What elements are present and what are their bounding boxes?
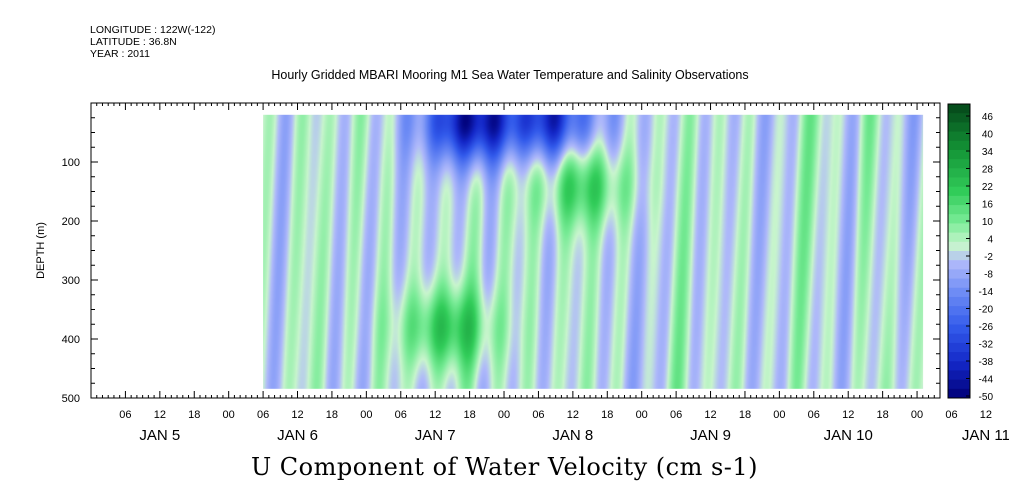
colorbar-segment (948, 379, 970, 390)
x-hour-label: 00 (636, 409, 648, 421)
colorbar-label: 22 (982, 182, 994, 193)
x-day-label: JAN 6 (277, 427, 318, 444)
colorbar-segment (948, 122, 970, 133)
colorbar-segment (948, 186, 970, 197)
x-day-label: JAN 10 (824, 427, 873, 444)
colorbar-segment (948, 232, 970, 243)
colorbar-frame (947, 103, 971, 399)
metadata-block: LONGITUDE : 122W(-122) LATITUDE : 36.8N … (90, 24, 215, 60)
x-hour-label: 18 (326, 409, 338, 421)
colorbar-label: -20 (979, 305, 994, 316)
x-hour-label: 00 (773, 409, 785, 421)
colorbar-label: 40 (982, 130, 994, 141)
year-label: YEAR : 2011 (90, 48, 150, 60)
colorbar-label: -14 (979, 287, 994, 298)
colorbar-label: 34 (982, 147, 994, 158)
colorbar-segment (948, 278, 970, 289)
colorbar-label: 46 (982, 112, 994, 123)
x-hour-label: 00 (498, 409, 510, 421)
y-tick-label: 400 (62, 334, 80, 346)
x-hour-label: 00 (911, 409, 923, 421)
colorbar-segment (948, 352, 970, 362)
x-hour-label: 06 (532, 409, 544, 421)
colorbar-segment (948, 361, 970, 371)
colorbar-segment (948, 214, 970, 224)
x-day-label: JAN 8 (552, 427, 593, 444)
y-tick-label: 100 (62, 157, 80, 169)
colorbar-segment (948, 131, 970, 142)
x-hour-label: 00 (360, 409, 372, 421)
x-hour-label: 12 (842, 409, 854, 421)
x-day-label: JAN 5 (139, 427, 180, 444)
x-hour-label: 06 (808, 409, 820, 421)
y-tick-label: 300 (62, 275, 80, 287)
x-hour-label: 18 (463, 409, 475, 421)
x-hour-label: 12 (429, 409, 441, 421)
colorbar-segment (948, 140, 970, 151)
colorbar-segment (948, 324, 970, 335)
colorbar-segment (948, 177, 970, 188)
longitude-label: LONGITUDE : 122W(-122) (90, 24, 216, 36)
x-hour-label: 12 (291, 409, 303, 421)
x-day-label: JAN 7 (415, 427, 456, 444)
colorbar-segment (948, 241, 970, 252)
x-hour-label: 12 (980, 409, 992, 421)
colorbar-label: -2 (984, 252, 993, 263)
y-tick-label: 200 (62, 216, 80, 228)
colorbar-segment (948, 306, 970, 316)
colorbar-segment (948, 333, 970, 344)
colorbar-segment (948, 269, 970, 280)
colorbar-segment (948, 113, 970, 123)
colorbar-segment (948, 195, 970, 206)
x-hour-label: 12 (154, 409, 166, 421)
colorbar-label: -44 (979, 375, 994, 386)
colorbar-segment (948, 168, 970, 178)
heatmap-field (263, 114, 924, 389)
y-axis-label: DEPTH (m) (35, 222, 47, 279)
colorbar-label: 4 (987, 235, 993, 246)
x-hour-label: 18 (877, 409, 889, 421)
colorbar-segment (948, 205, 970, 215)
x-hour-label: 06 (395, 409, 407, 421)
x-hour-label: 06 (945, 409, 957, 421)
colorbar-segment (948, 251, 970, 261)
colorbar-label: -50 (979, 392, 994, 403)
x-hour-label: 00 (223, 409, 235, 421)
colorbar-label: -32 (979, 340, 994, 351)
colorbar-segment (948, 149, 970, 160)
colorbar-label: -38 (979, 357, 994, 368)
x-hour-label: 12 (704, 409, 716, 421)
colorbar-segment (948, 388, 970, 399)
latitude-label: LATITUDE : 36.8N (90, 36, 177, 48)
colorbar-segment (948, 159, 970, 169)
colorbar-label: 10 (982, 217, 994, 228)
chart-title: Hourly Gridded MBARI Mooring M1 Sea Wate… (271, 68, 749, 82)
colorbar-segment (948, 260, 970, 270)
colorbar-segment (948, 342, 970, 353)
variable-title: U Component of Water Velocity (cm s-1) (250, 453, 759, 481)
x-hour-label: 06 (257, 409, 269, 421)
colorbar-segment (948, 296, 970, 307)
colorbar-segment (948, 315, 970, 325)
x-day-label: JAN 11 (962, 427, 1009, 444)
colorbar-segment (948, 223, 970, 234)
colorbar-label: 16 (982, 200, 994, 211)
colorbar-segment (948, 287, 970, 298)
colorbar-label: -26 (979, 322, 994, 333)
colorbar-label: 28 (982, 165, 994, 176)
colorbar-segment (948, 104, 970, 114)
x-hour-label: 18 (739, 409, 751, 421)
x-day-label: JAN 9 (690, 427, 731, 444)
x-hour-label: 12 (567, 409, 579, 421)
x-hour-label: 18 (601, 409, 613, 421)
colorbar-segment (948, 370, 970, 381)
colorbar-label: -8 (984, 270, 993, 281)
x-hour-label: 06 (670, 409, 682, 421)
y-tick-label: 500 (62, 393, 80, 405)
x-hour-label: 06 (119, 409, 131, 421)
x-hour-label: 18 (188, 409, 200, 421)
